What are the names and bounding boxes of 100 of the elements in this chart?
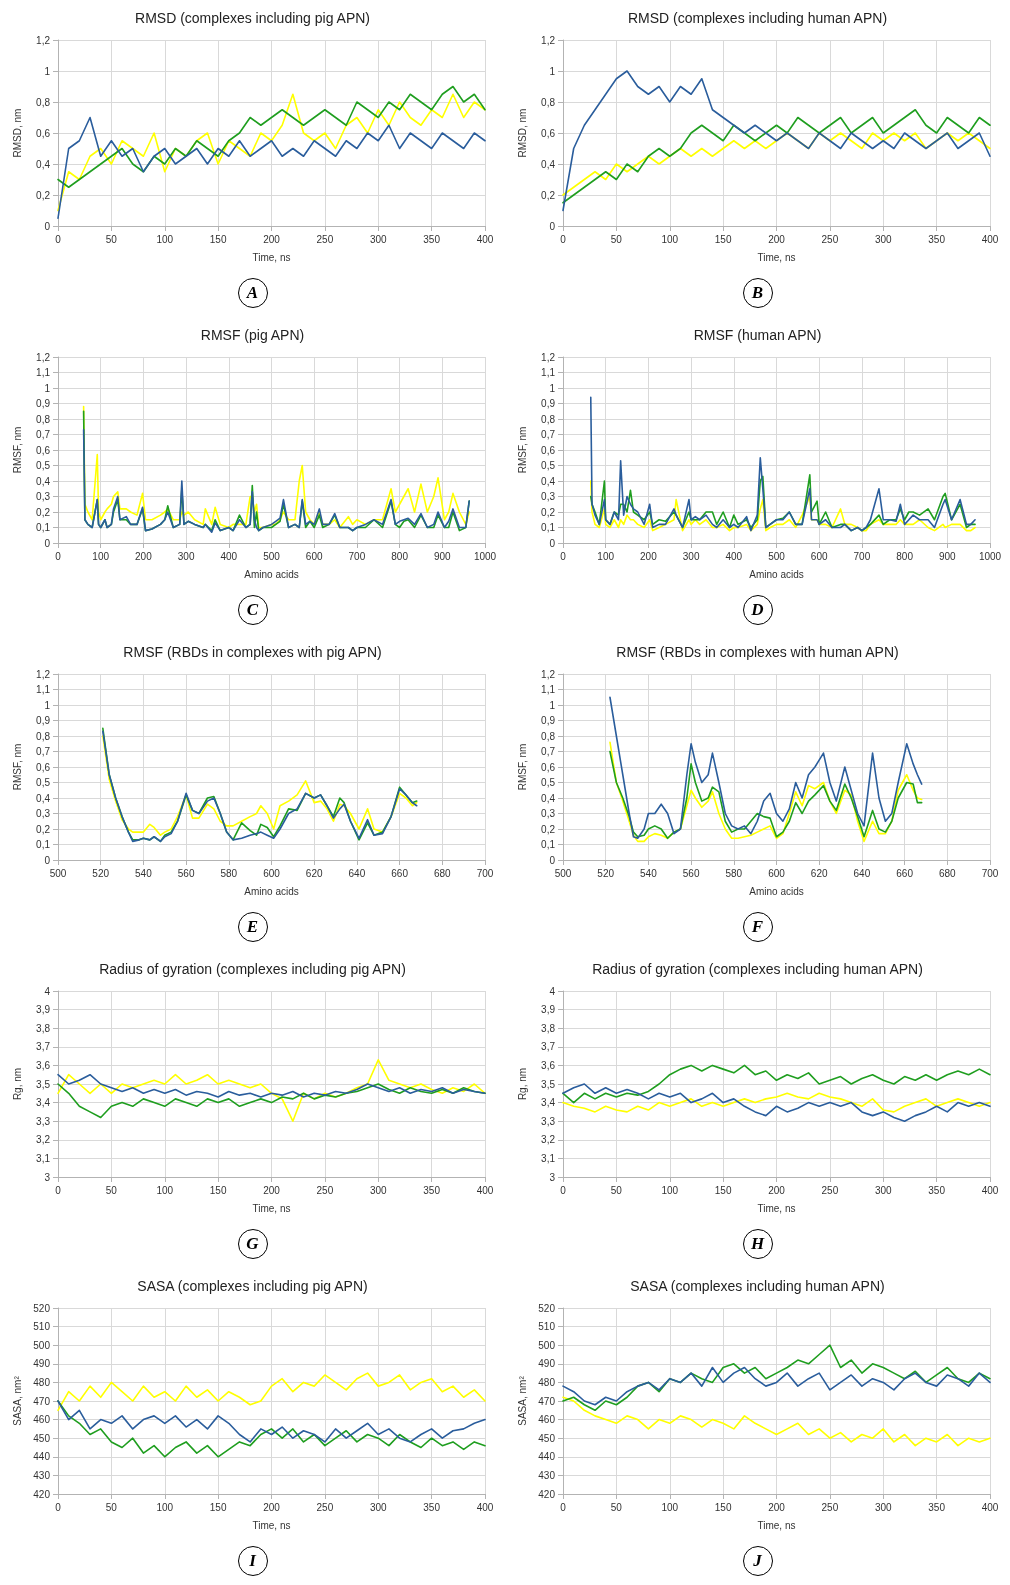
y-tick-label: 1 [549, 382, 556, 394]
x-tick-label: 150 [714, 233, 732, 245]
line-series [562, 1344, 991, 1412]
y-tick-label: 1,1 [541, 367, 556, 378]
line-series [562, 70, 991, 212]
y-tick-label: 0,8 [36, 96, 51, 108]
x-tick-label: 700 [981, 867, 999, 879]
line-series [57, 85, 486, 189]
y-tick-label: 500 [538, 1339, 556, 1351]
x-tick-label: 620 [810, 867, 828, 879]
y-axis-title: SASA, nm² [516, 1375, 528, 1426]
x-tick-label: 300 [369, 233, 388, 245]
x-tick-label: 300 [682, 550, 700, 562]
y-tick-label: 0,5 [36, 460, 51, 471]
x-tick-label: 350 [928, 1184, 946, 1196]
y-tick-label: 460 [538, 1414, 556, 1426]
line-series [57, 1059, 486, 1122]
x-tick-label: 560 [177, 867, 195, 879]
y-tick-label: 1,2 [541, 351, 556, 363]
y-tick-label: 0 [549, 537, 556, 549]
x-tick-label: 900 [938, 550, 957, 562]
x-axis-title: Amino acids [749, 568, 804, 580]
y-tick-label: 0,8 [36, 413, 51, 425]
x-tick-label: 700 [348, 550, 366, 562]
y-tick-label: 0,1 [36, 522, 51, 533]
y-tick-label: 1,1 [541, 684, 556, 695]
y-tick-label: 3,9 [541, 1004, 556, 1016]
x-tick-label: 520 [597, 867, 615, 879]
chart-title: RMSF (human APN) [693, 327, 822, 343]
x-tick-label: 0 [560, 233, 567, 245]
x-tick-label: 250 [821, 1501, 839, 1513]
y-axis-title: RMSF, nm [11, 426, 23, 474]
x-tick-label: 250 [821, 233, 839, 245]
y-tick-label: 0 [44, 537, 51, 549]
y-tick-label: 1 [549, 699, 556, 711]
x-tick-label: 400 [981, 1184, 999, 1196]
line-series [562, 1083, 991, 1122]
y-tick-label: 3,3 [36, 1115, 51, 1127]
y-tick-label: 0,4 [36, 792, 51, 804]
x-tick-label: 0 [55, 550, 62, 562]
y-axis-title: RMSF, nm [11, 743, 23, 791]
x-tick-label: 100 [661, 1184, 679, 1196]
y-tick-label: 430 [538, 1469, 556, 1481]
x-tick-label: 100 [597, 550, 615, 562]
y-tick-label: 0,8 [36, 730, 51, 742]
y-tick-label: 0,9 [541, 398, 556, 409]
text: E [237, 912, 268, 942]
x-axis-title: Time, ns [252, 1519, 291, 1531]
y-tick-label: 0,8 [541, 413, 556, 425]
chart-title: SASA (complexes including human APN) [630, 1278, 885, 1294]
y-tick-label: 1 [44, 699, 51, 711]
x-tick-label: 200 [768, 1501, 786, 1513]
x-tick-label: 300 [874, 1501, 893, 1513]
x-tick-label: 0 [55, 1184, 62, 1196]
y-tick-label: 510 [33, 1321, 51, 1333]
y-tick-label: 3,9 [36, 1004, 51, 1016]
y-tick-label: 450 [33, 1432, 51, 1444]
chart-title: RMSF (pig APN) [200, 327, 305, 343]
line-series [57, 1372, 486, 1412]
x-axis-title: Amino acids [244, 568, 299, 580]
x-tick-label: 540 [135, 867, 153, 879]
y-tick-label: 0 [44, 220, 51, 232]
y-tick-label: 0,2 [541, 189, 556, 201]
line-series [589, 396, 976, 532]
y-tick-label: 0,6 [541, 127, 556, 139]
x-tick-label: 350 [928, 1501, 946, 1513]
y-tick-label: 490 [538, 1358, 556, 1370]
x-tick-label: 150 [209, 233, 227, 245]
x-tick-label: 520 [92, 867, 110, 879]
x-tick-label: 680 [938, 867, 957, 879]
text: H [742, 1229, 773, 1259]
line-series [57, 93, 486, 212]
y-tick-label: 3,6 [36, 1059, 51, 1071]
x-tick-label: 350 [423, 1501, 441, 1513]
y-tick-label: 3,5 [541, 1078, 556, 1090]
x-tick-label: 350 [423, 233, 441, 245]
y-tick-label: 0 [44, 854, 51, 866]
y-tick-label: 0,2 [36, 189, 51, 201]
y-tick-label: 3,7 [541, 1041, 556, 1053]
text: C [237, 595, 268, 625]
x-tick-label: 580 [220, 867, 238, 879]
x-axis-title: Time, ns [757, 251, 796, 263]
y-tick-label: 0,9 [36, 398, 51, 409]
x-tick-label: 250 [821, 1184, 839, 1196]
y-tick-label: 0,6 [36, 127, 51, 139]
y-tick-label: 0,4 [541, 792, 556, 804]
x-axis-title: Time, ns [757, 1202, 796, 1214]
x-tick-label: 500 [263, 550, 281, 562]
y-tick-label: 3,4 [36, 1097, 51, 1109]
x-tick-label: 150 [209, 1501, 227, 1513]
x-tick-label: 620 [305, 867, 323, 879]
y-axis-title: Rg, nm [516, 1067, 528, 1101]
y-tick-label: 460 [33, 1414, 51, 1426]
y-tick-label: 1,2 [541, 668, 556, 680]
text: J [742, 1546, 773, 1576]
x-tick-label: 300 [874, 233, 893, 245]
x-tick-label: 150 [714, 1184, 732, 1196]
y-tick-label: 3,8 [541, 1022, 556, 1034]
y-tick-label: 0,4 [541, 475, 556, 487]
y-tick-label: 470 [33, 1395, 51, 1407]
